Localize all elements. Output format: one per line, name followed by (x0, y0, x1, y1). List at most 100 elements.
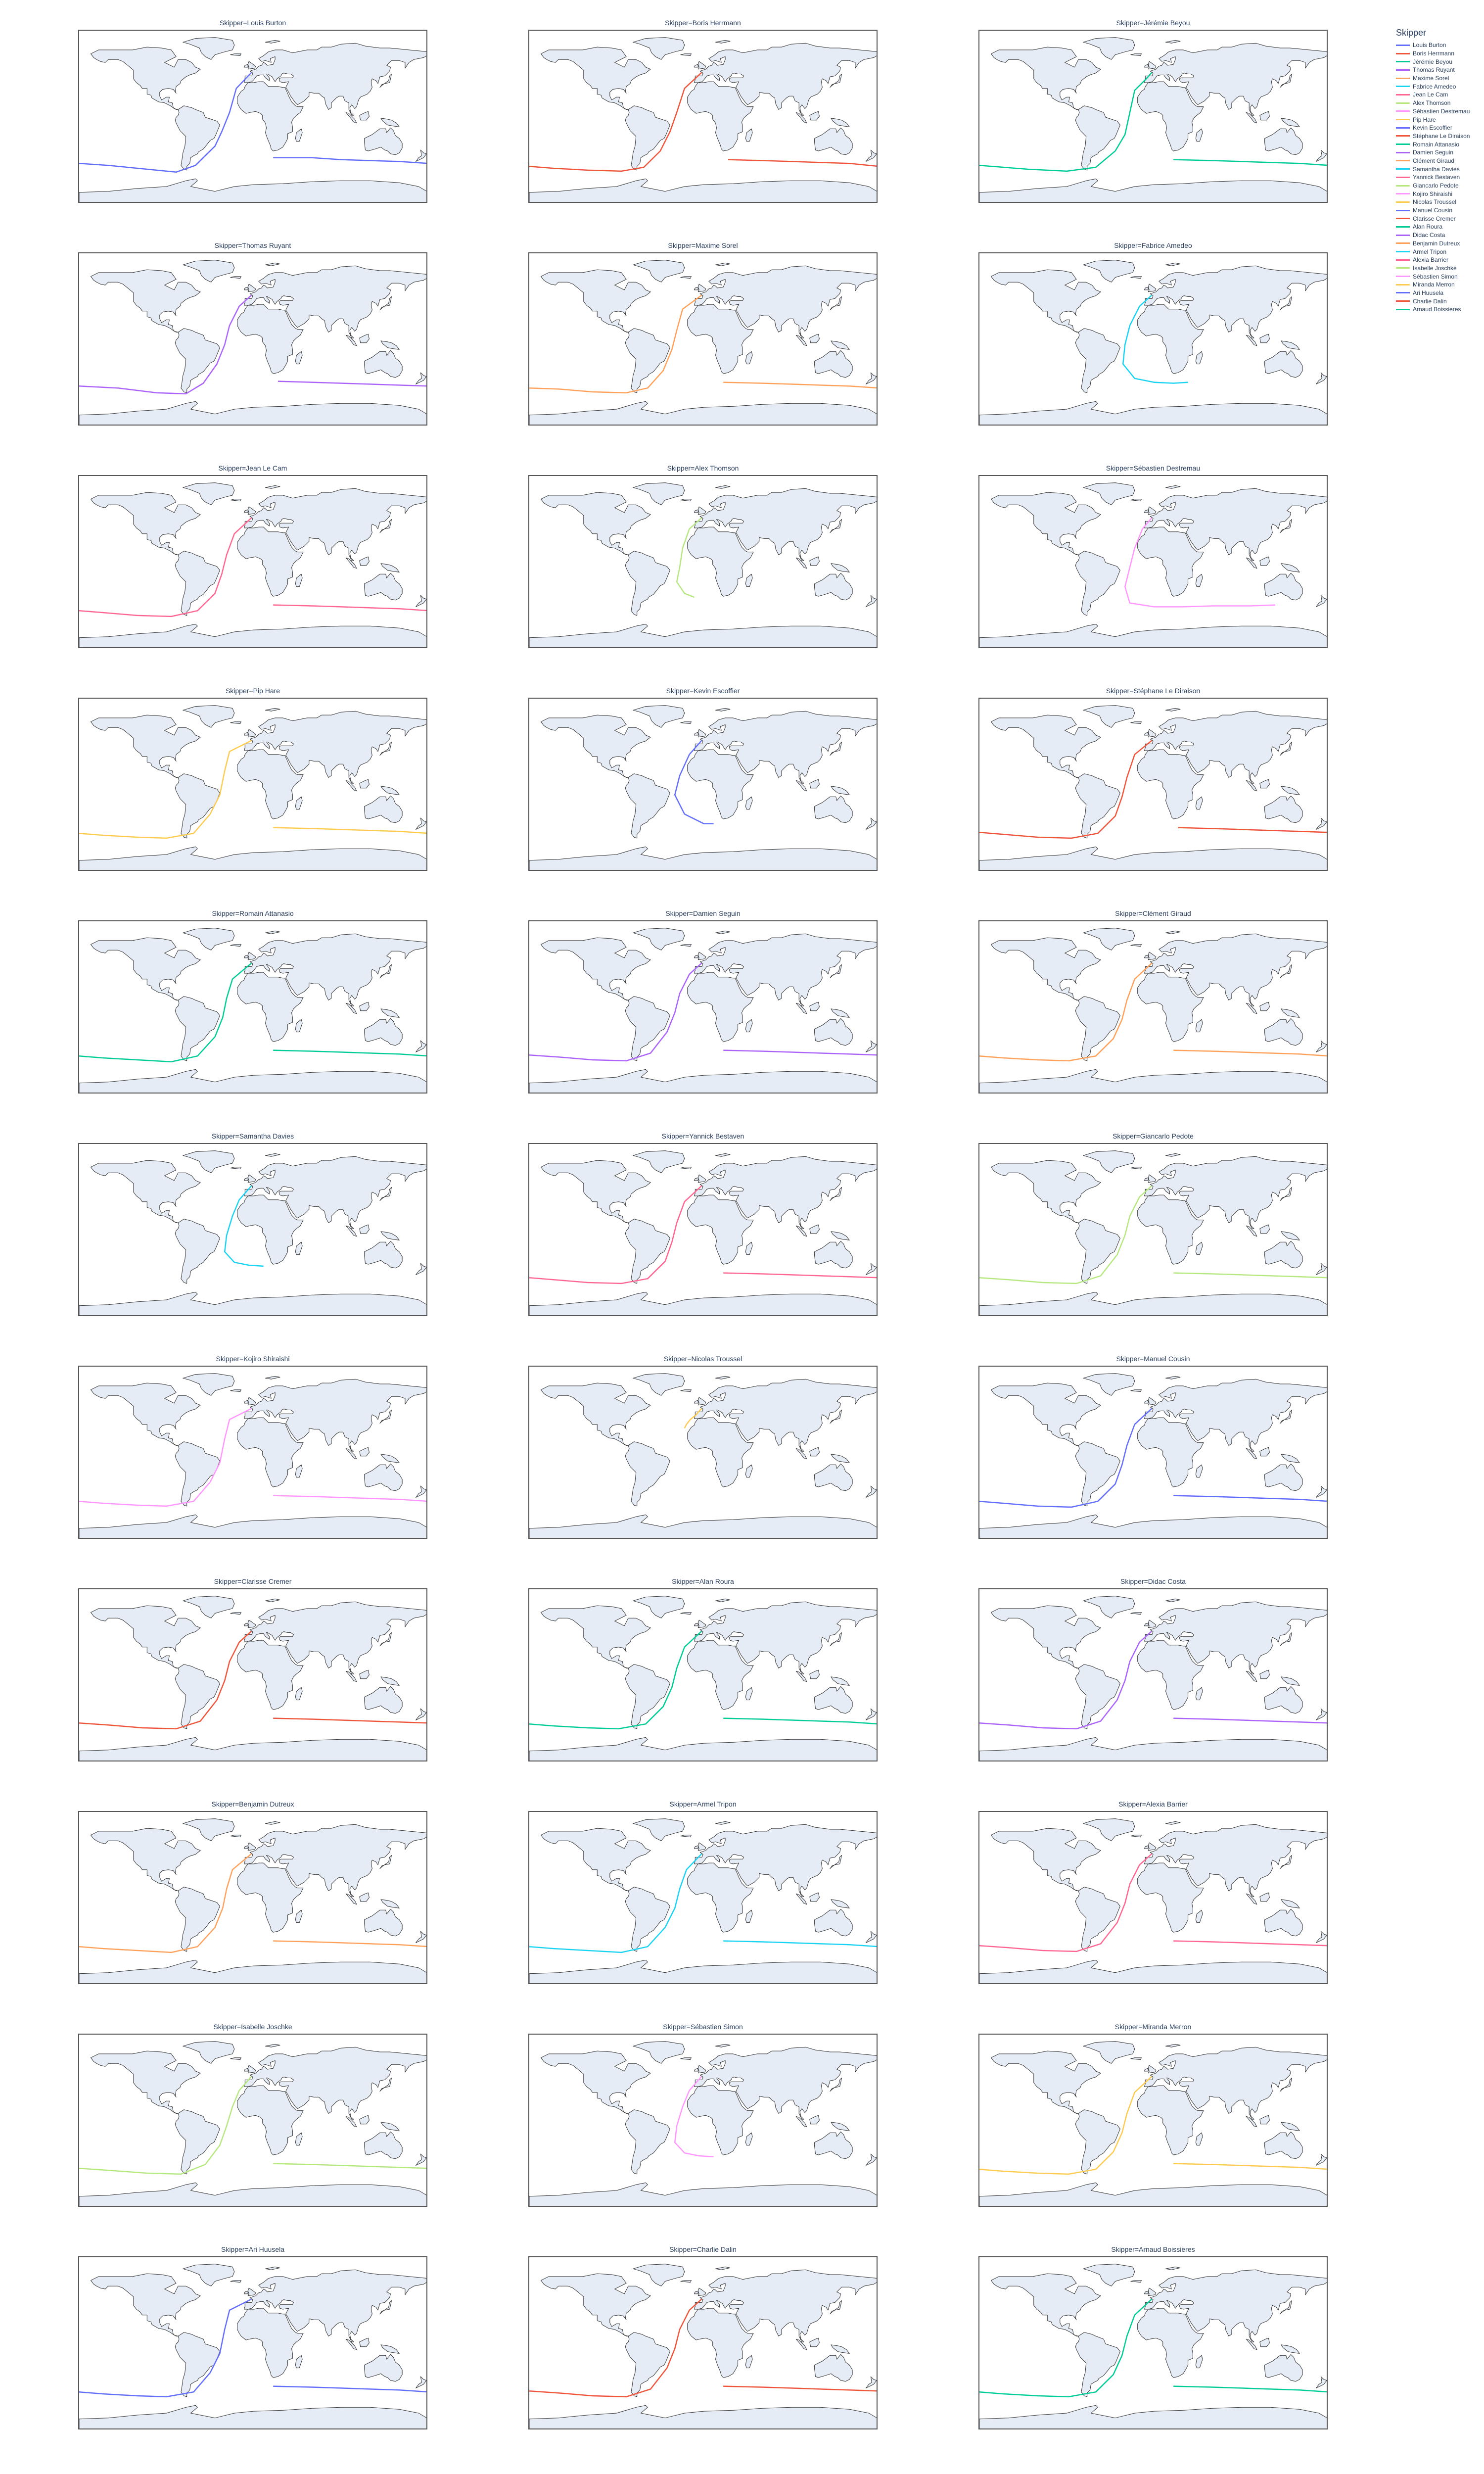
landmass (991, 492, 1101, 555)
legend-item-alan-roura[interactable]: Alan Roura (1396, 223, 1483, 231)
landmass (814, 1908, 853, 1937)
landmass (625, 996, 670, 1061)
legend-item-stephane-le-diraison[interactable]: Stéphane Le Diraison (1396, 132, 1483, 141)
legend-item-ari-huusela[interactable]: Ari Huusela (1396, 289, 1483, 297)
legend-item-fabrice-amedeo[interactable]: Fabrice Amedeo (1396, 82, 1483, 91)
landmass (79, 1959, 426, 1983)
legend-item-jeremie-beyou[interactable]: Jérémie Beyou (1396, 57, 1483, 66)
legend-item-damien-seguin[interactable]: Damien Seguin (1396, 148, 1483, 157)
landmass (175, 2332, 220, 2397)
legend-swatch (1396, 284, 1410, 285)
legend-item-miranda-merron[interactable]: Miranda Merron (1396, 281, 1483, 289)
legend-item-maxime-sorel[interactable]: Maxime Sorel (1396, 74, 1483, 83)
landmass (1246, 1448, 1257, 1460)
landmass (831, 118, 850, 127)
landmass (230, 944, 241, 947)
legend-item-alex-thomson[interactable]: Alex Thomson (1396, 99, 1483, 107)
legend-item-manuel-cousin[interactable]: Manuel Cousin (1396, 206, 1483, 215)
landmass (795, 112, 807, 124)
landmass (1246, 2116, 1257, 2128)
world-map (979, 476, 1327, 647)
legend-item-sebastien-destremau[interactable]: Sébastien Destremau (1396, 107, 1483, 116)
legend-item-louis-burton[interactable]: Louis Burton (1396, 41, 1483, 49)
landmass (1130, 2280, 1142, 2283)
landmass (529, 623, 877, 647)
landmass (814, 1240, 853, 1269)
legend-label: Maxime Sorel (1413, 75, 1449, 82)
legend-item-armel-tripon[interactable]: Armel Tripon (1396, 247, 1483, 256)
legend-item-clarisse-cremer[interactable]: Clarisse Cremer (1396, 214, 1483, 223)
legend-item-yannick-bestaven[interactable]: Yannick Bestaven (1396, 173, 1483, 182)
legend-label: Clarisse Cremer (1413, 215, 1456, 222)
landmass (541, 492, 651, 555)
landmass (175, 996, 220, 1061)
legend-item-giancarlo-pedote[interactable]: Giancarlo Pedote (1396, 182, 1483, 190)
landmass (379, 74, 392, 88)
landmass (1144, 1601, 1327, 1674)
landmass (1144, 1379, 1327, 1452)
route-line-alex-thomson (676, 517, 702, 598)
landmass (830, 2300, 842, 2315)
landmass (247, 1842, 256, 1851)
landmass (715, 1376, 731, 1380)
landmass (1195, 2355, 1203, 2369)
legend-item-sebastien-simon[interactable]: Sébastien Simon (1396, 272, 1483, 281)
landmass (1195, 2132, 1203, 2146)
landmass (814, 350, 853, 378)
landmass (183, 1150, 235, 1173)
world-map (529, 2257, 877, 2428)
map-panel-maxime-sorel (528, 252, 878, 426)
map-panel-jean-le-cam (78, 475, 427, 648)
legend-item-jean-le-cam[interactable]: Jean Le Cam (1396, 91, 1483, 99)
landmass (379, 2300, 392, 2315)
landmass (830, 1632, 842, 1647)
legend-item-kevin-escoffier[interactable]: Kevin Escoffier (1396, 124, 1483, 132)
landmass (866, 595, 877, 607)
landmass (380, 1454, 400, 1463)
landmass (364, 1463, 403, 1491)
legend-item-thomas-ruyant[interactable]: Thomas Ruyant (1396, 66, 1483, 74)
legend-item-boris-herrmann[interactable]: Boris Herrmann (1396, 49, 1483, 58)
landmass (295, 1464, 303, 1478)
legend-item-samantha-davies[interactable]: Samantha Davies (1396, 165, 1483, 173)
legend-item-charlie-dalin[interactable]: Charlie Dalin (1396, 297, 1483, 305)
route-line-jean-le-cam (79, 517, 252, 618)
landmass (1144, 1400, 1149, 1404)
legend-item-romain-attanasio[interactable]: Romain Attanasio (1396, 140, 1483, 148)
landmass (243, 1601, 426, 1674)
legend-item-kojiro-shiraishi[interactable]: Kojiro Shiraishi (1396, 190, 1483, 198)
legend-item-benjamin-dutreux[interactable]: Benjamin Dutreux (1396, 239, 1483, 248)
legend-item-arnaud-boissieres[interactable]: Arnaud Boissieres (1396, 305, 1483, 314)
landmass (831, 1231, 850, 1240)
landmass (79, 2405, 426, 2428)
landmass (1083, 260, 1135, 283)
landmass (91, 47, 201, 110)
legend-item-pip-hare[interactable]: Pip Hare (1396, 115, 1483, 124)
landmass (866, 817, 877, 830)
landmass (380, 1008, 400, 1018)
landmass (1246, 112, 1257, 124)
legend-item-nicolas-troussel[interactable]: Nicolas Troussel (1396, 198, 1483, 206)
legend-swatch (1396, 292, 1410, 294)
legend-swatch (1396, 185, 1410, 187)
landmass (1259, 1892, 1270, 1902)
panel-title-didac-costa: Skipper=Didac Costa (1120, 1577, 1186, 1585)
landmass (1144, 933, 1327, 1006)
landmass (745, 1909, 753, 1923)
landmass (830, 296, 842, 311)
route-line-boris-herrmann (529, 72, 702, 172)
landmass (380, 118, 400, 127)
legend-item-clement-giraud[interactable]: Clément Giraud (1396, 157, 1483, 165)
legend-item-alexia-barrier[interactable]: Alexia Barrier (1396, 256, 1483, 264)
route-line-didac-costa (979, 1630, 1153, 1730)
legend-item-didac-costa[interactable]: Didac Costa (1396, 231, 1483, 239)
map-panel-alan-roura (528, 1588, 878, 1761)
legend-item-isabelle-joschke[interactable]: Isabelle Joschke (1396, 264, 1483, 273)
route-line-sebastien-destremau (1124, 517, 1276, 608)
landmass (991, 714, 1101, 778)
map-panel-didac-costa (978, 1588, 1328, 1761)
map-panel-isabelle-joschke (78, 2034, 427, 2207)
map-panel-kevin-escoffier (528, 698, 878, 871)
landmass (979, 846, 1327, 870)
